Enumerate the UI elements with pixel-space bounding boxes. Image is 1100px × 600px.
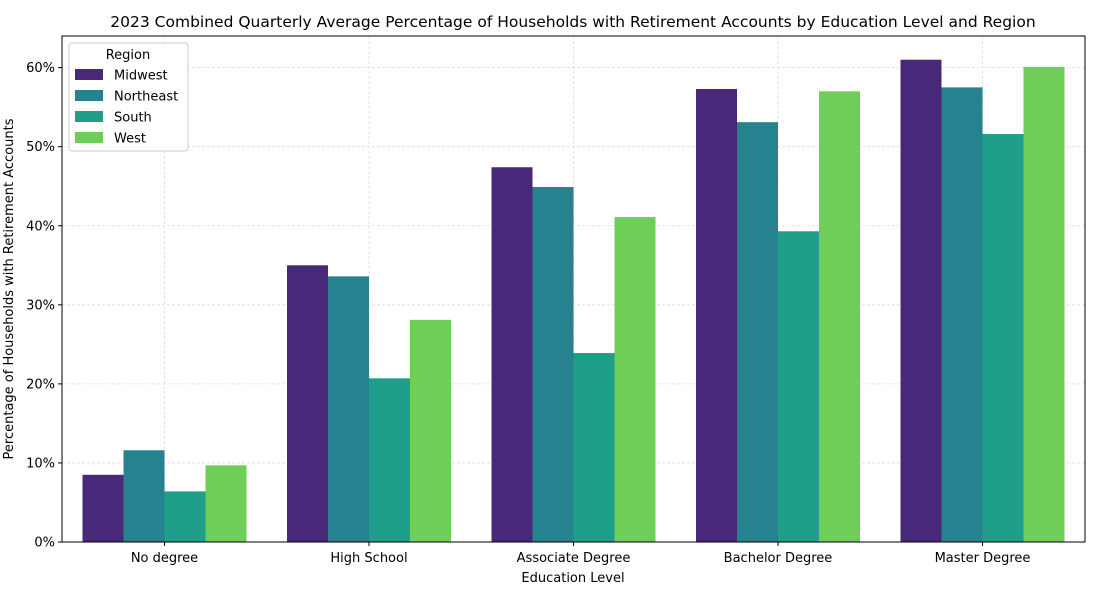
x-tick-label: Master Degree bbox=[935, 551, 1031, 566]
legend: Region Midwest Northeast South West bbox=[68, 42, 189, 152]
bar bbox=[205, 465, 247, 542]
x-tick-label: High School bbox=[330, 551, 407, 566]
y-tick-label: 60% bbox=[26, 61, 55, 76]
bar bbox=[164, 491, 206, 542]
bar bbox=[287, 265, 328, 542]
bar bbox=[819, 91, 860, 542]
bar bbox=[900, 59, 942, 542]
legend-items: Midwest Northeast South West bbox=[75, 69, 178, 147]
bar bbox=[941, 87, 983, 542]
bar bbox=[328, 276, 369, 542]
bar bbox=[737, 122, 778, 542]
y-axis: 0% 10% 20% 30% 40% 50% 60% bbox=[26, 61, 62, 551]
legend-label: Midwest bbox=[114, 69, 168, 84]
legend-swatch bbox=[75, 90, 103, 101]
x-tick-label: No degree bbox=[131, 551, 198, 566]
bar bbox=[532, 187, 574, 542]
bar bbox=[491, 167, 533, 542]
x-tick-label: Associate Degree bbox=[517, 551, 631, 566]
y-tick-label: 20% bbox=[26, 377, 55, 392]
legend-title: Region bbox=[106, 48, 151, 63]
legend-swatch bbox=[75, 132, 103, 143]
bars bbox=[82, 59, 1065, 543]
legend-swatch bbox=[75, 69, 103, 80]
y-tick-label: 10% bbox=[26, 456, 55, 471]
bar bbox=[410, 319, 451, 542]
y-tick-label: 40% bbox=[26, 219, 55, 234]
bar bbox=[573, 353, 615, 542]
legend-label: Northeast bbox=[114, 90, 178, 105]
legend-label: West bbox=[114, 132, 146, 147]
x-axis: No degree High School Associate Degree Bach… bbox=[131, 542, 1031, 566]
bar bbox=[696, 88, 737, 543]
bar bbox=[1023, 66, 1065, 542]
y-tick-label: 30% bbox=[26, 298, 55, 313]
legend-swatch bbox=[75, 111, 103, 122]
y-tick-label: 50% bbox=[26, 140, 55, 155]
legend-label: South bbox=[114, 111, 152, 126]
bar bbox=[82, 474, 124, 542]
bar bbox=[614, 217, 656, 542]
y-axis-label: Percentage of Households with Retirement… bbox=[2, 118, 17, 459]
x-axis-label: Education Level bbox=[521, 571, 624, 586]
bar bbox=[982, 134, 1024, 542]
bar bbox=[778, 231, 819, 543]
x-tick-label: Bachelor Degree bbox=[724, 551, 833, 566]
bar bbox=[123, 450, 165, 542]
chart-title: 2023 Combined Quarterly Average Percenta… bbox=[110, 13, 1035, 31]
bar bbox=[369, 378, 410, 542]
y-tick-label: 0% bbox=[34, 536, 55, 551]
